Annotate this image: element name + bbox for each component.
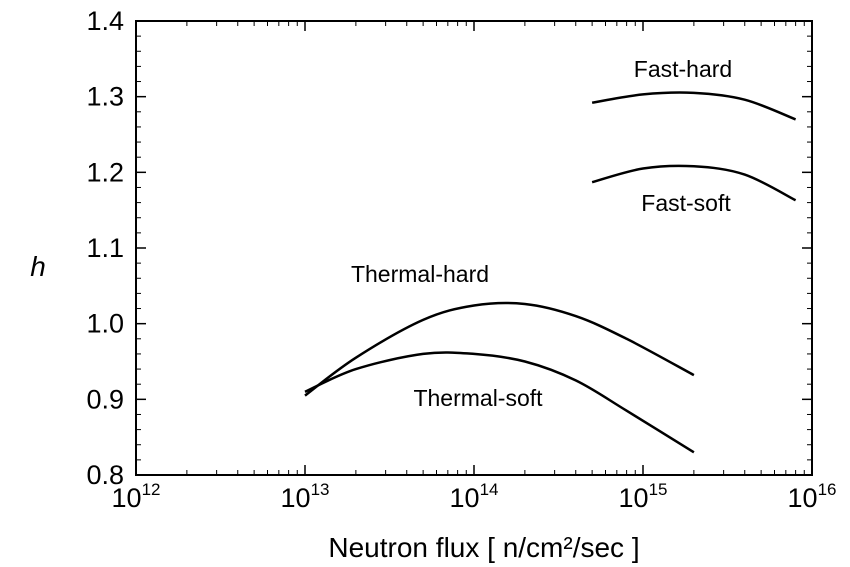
x-axis-label: Neutron flux [ n/cm²/sec ] — [328, 532, 639, 563]
series-label-fast-hard: Fast-hard — [634, 56, 732, 82]
x-tick-label: 1014 — [450, 480, 499, 513]
x-tick-label: 1016 — [788, 480, 837, 513]
x-tick-label: 1015 — [619, 480, 668, 513]
series-line-thermal-soft — [304, 351, 695, 454]
series-line-fast-hard — [591, 91, 797, 121]
series-label-thermal-soft: Thermal-soft — [413, 385, 543, 411]
x-tick-label: 1013 — [281, 480, 330, 513]
series-label-thermal-hard: Thermal-hard — [351, 261, 489, 287]
y-tick-label: 1.2 — [86, 157, 124, 187]
x-tick-labels: 1012 1013 1014 1015 1016 — [112, 480, 837, 513]
y-tick-label: 1.4 — [86, 6, 124, 36]
y-axis-label: h — [30, 251, 46, 282]
curve-labels: Fast-hard Fast-soft Thermal-hard Thermal-so… — [351, 56, 732, 411]
y-tick-label: 0.9 — [86, 384, 124, 414]
series-line-fast-soft — [591, 164, 797, 202]
plot-frame — [135, 20, 813, 476]
x-tick-label: 1012 — [112, 480, 161, 513]
series-label-fast-soft: Fast-soft — [641, 190, 731, 216]
series-line-thermal-hard — [304, 301, 695, 397]
y-tick-label: 1.3 — [86, 82, 124, 112]
curves — [304, 91, 797, 454]
y-tick-label: 0.8 — [86, 460, 124, 490]
y-tick-label: 1.1 — [86, 233, 124, 263]
y-tick-label: 1.0 — [86, 309, 124, 339]
y-tick-labels: 0.8 0.9 1.0 1.1 1.2 1.3 1.4 — [86, 6, 124, 490]
